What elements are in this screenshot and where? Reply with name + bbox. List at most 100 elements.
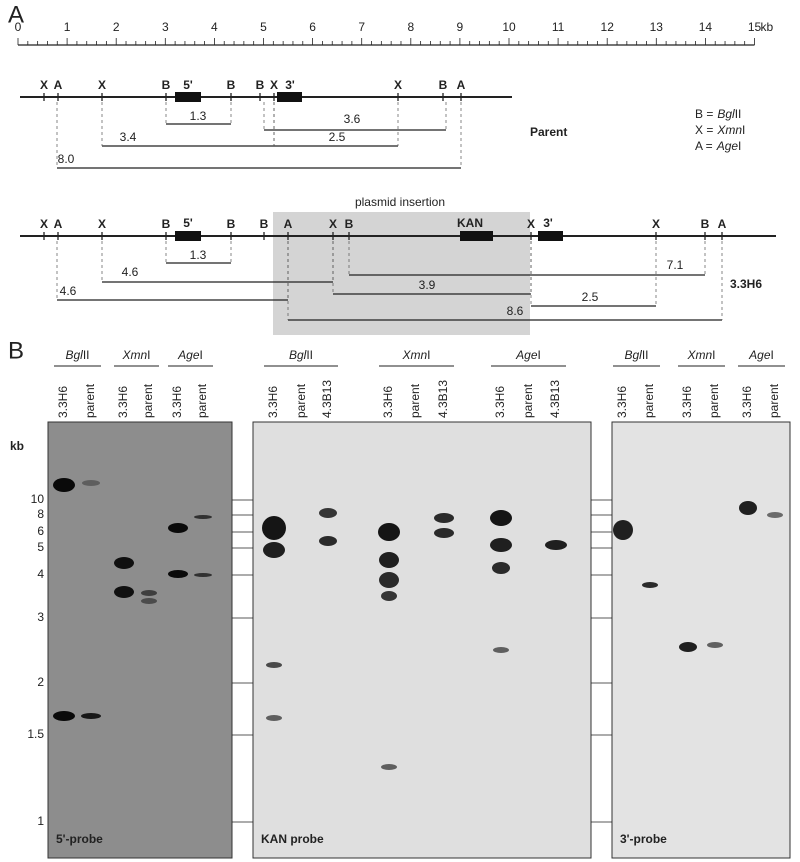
gel-band xyxy=(81,713,101,719)
fragment-label: 8.0 xyxy=(58,152,75,166)
insertion-region xyxy=(273,212,530,335)
scale-tick-label: 1 xyxy=(64,20,71,34)
scale-tick-label: 15 xyxy=(748,20,762,34)
enzyme-name: Age xyxy=(177,348,200,362)
site-label: A xyxy=(54,78,63,92)
legend-enzyme: Age xyxy=(716,139,739,153)
size-label: 6 xyxy=(37,524,44,538)
lane-label: 3.3H6 xyxy=(493,386,507,418)
site-label: X xyxy=(98,217,106,231)
enzyme-label: BglII xyxy=(65,348,89,362)
blot-3 xyxy=(611,421,791,859)
legend-entry: B = BglII xyxy=(695,107,741,121)
scale-tick-label: 9 xyxy=(457,20,464,34)
probe-label: KAN probe xyxy=(261,832,324,846)
enzyme-name: Age xyxy=(748,348,771,362)
site-label: X xyxy=(527,217,535,231)
lane-label: parent xyxy=(195,383,209,418)
enzyme-suffix: I xyxy=(771,348,774,362)
site-label: B xyxy=(701,217,710,231)
gel-band xyxy=(492,562,510,574)
probe-label: 5' xyxy=(183,216,193,230)
scale-tick-label: 7 xyxy=(358,20,365,34)
enzyme-name: Age xyxy=(515,348,538,362)
gel-band xyxy=(266,662,282,668)
gel-band xyxy=(141,598,157,604)
gel-band xyxy=(642,582,658,588)
probe-box xyxy=(175,231,201,241)
enzyme-label: XmnI xyxy=(121,348,150,362)
lane-label: 3.3H6 xyxy=(56,386,70,418)
lane-label: 4.3B13 xyxy=(436,380,450,418)
lane-label: parent xyxy=(141,383,155,418)
lane-label: 4.3B13 xyxy=(548,380,562,418)
legend-enzyme-suffix: I xyxy=(742,123,745,137)
site-label: X xyxy=(98,78,106,92)
insertion-label: plasmid insertion xyxy=(355,195,445,209)
scale-tick-label: 0 xyxy=(15,20,22,34)
site-label: B xyxy=(345,217,354,231)
gel-band xyxy=(141,590,157,596)
enzyme-suffix: I xyxy=(427,348,430,362)
enzyme-label: BglII xyxy=(289,348,313,362)
site-label: B xyxy=(256,78,265,92)
scale-tick-label: 8 xyxy=(407,20,414,34)
gel-band xyxy=(82,480,100,486)
gel-band xyxy=(739,501,757,515)
probe-label: 5' xyxy=(183,78,193,92)
scale-tick-label: 3 xyxy=(162,20,169,34)
legend-enzyme-suffix: II xyxy=(735,107,742,121)
gel-band xyxy=(545,540,567,550)
size-label: 1.5 xyxy=(27,727,44,741)
gel-band xyxy=(319,536,337,546)
scale-tick-label: 11 xyxy=(552,20,565,34)
scale-tick-label: 13 xyxy=(650,20,664,34)
legend-key: X = xyxy=(695,123,713,137)
gel-band xyxy=(168,570,188,578)
gel-band xyxy=(381,591,397,601)
scale-tick-label: 10 xyxy=(502,20,516,34)
gel-band xyxy=(378,523,400,541)
legend-enzyme: Bgl xyxy=(717,107,735,121)
gel-band xyxy=(613,520,633,540)
site-label: X xyxy=(40,78,48,92)
enzyme-name: Xmn xyxy=(401,348,427,362)
probe-label: 5'-probe xyxy=(56,832,103,846)
scale-tick-label: 5 xyxy=(260,20,267,34)
probe-box xyxy=(460,231,493,241)
fragment-label: 7.1 xyxy=(667,258,684,272)
lane-label: 3.3H6 xyxy=(381,386,395,418)
gel-band xyxy=(434,528,454,538)
enzyme-name: Bgl xyxy=(65,348,83,362)
fragment-label: 1.3 xyxy=(190,248,207,262)
lane-label: 3.3H6 xyxy=(170,386,184,418)
probe-box xyxy=(538,231,563,241)
probe-box xyxy=(277,92,302,102)
fragment-label: 3.9 xyxy=(419,278,436,292)
gel-band xyxy=(379,572,399,588)
enzyme-suffix: I xyxy=(538,348,541,362)
gel-band xyxy=(168,523,188,533)
probe-box xyxy=(175,92,201,102)
gel-band xyxy=(53,478,75,492)
lane-label: 3.3H6 xyxy=(116,386,130,418)
lane-label: 4.3B13 xyxy=(320,380,334,418)
gel-band xyxy=(493,647,509,653)
fragment-label: 3.4 xyxy=(120,130,137,144)
legend-enzyme-suffix: I xyxy=(738,139,741,153)
lane-label: 3.3H6 xyxy=(615,386,629,418)
site-label: A xyxy=(718,217,727,231)
fragment-label: 2.5 xyxy=(329,130,346,144)
legend-entry: X = XmnI xyxy=(695,123,745,137)
site-label: X xyxy=(652,217,660,231)
gel-band xyxy=(114,557,134,569)
gel-band xyxy=(194,515,212,519)
size-label: 3 xyxy=(37,610,44,624)
gel-band xyxy=(194,573,212,577)
enzyme-suffix: II xyxy=(642,348,649,362)
enzyme-suffix: I xyxy=(200,348,203,362)
site-label: A xyxy=(457,78,466,92)
gel-band xyxy=(262,516,286,540)
lane-label: parent xyxy=(707,383,721,418)
scale-tick-label: 2 xyxy=(113,20,120,34)
